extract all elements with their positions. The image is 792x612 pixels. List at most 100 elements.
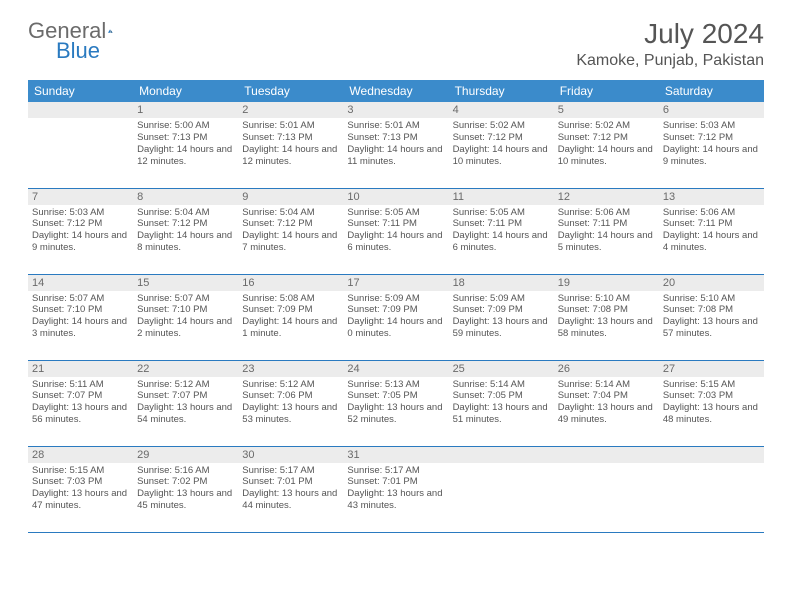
calendar-cell: 25Sunrise: 5:14 AMSunset: 7:05 PMDayligh… bbox=[449, 360, 554, 446]
calendar-cell: 24Sunrise: 5:13 AMSunset: 7:05 PMDayligh… bbox=[343, 360, 448, 446]
logo-text-right: Blue bbox=[56, 38, 100, 64]
weekday-header: SundayMondayTuesdayWednesdayThursdayFrid… bbox=[28, 80, 764, 102]
day-number: 28 bbox=[28, 447, 133, 463]
calendar-cell: 30Sunrise: 5:17 AMSunset: 7:01 PMDayligh… bbox=[238, 446, 343, 532]
day-number: 21 bbox=[28, 361, 133, 377]
calendar-cell: 2Sunrise: 5:01 AMSunset: 7:13 PMDaylight… bbox=[238, 102, 343, 188]
calendar-cell: 15Sunrise: 5:07 AMSunset: 7:10 PMDayligh… bbox=[133, 274, 238, 360]
calendar-cell: 9Sunrise: 5:04 AMSunset: 7:12 PMDaylight… bbox=[238, 188, 343, 274]
day-info: Sunrise: 5:15 AMSunset: 7:03 PMDaylight:… bbox=[28, 463, 133, 517]
day-info: Sunrise: 5:02 AMSunset: 7:12 PMDaylight:… bbox=[449, 118, 554, 172]
day-number: 11 bbox=[449, 189, 554, 205]
calendar-cell: 14Sunrise: 5:07 AMSunset: 7:10 PMDayligh… bbox=[28, 274, 133, 360]
calendar-cell: 18Sunrise: 5:09 AMSunset: 7:09 PMDayligh… bbox=[449, 274, 554, 360]
weekday-thursday: Thursday bbox=[449, 80, 554, 102]
calendar-cell: 1Sunrise: 5:00 AMSunset: 7:13 PMDaylight… bbox=[133, 102, 238, 188]
day-info: Sunrise: 5:04 AMSunset: 7:12 PMDaylight:… bbox=[133, 205, 238, 259]
calendar-cell: 28Sunrise: 5:15 AMSunset: 7:03 PMDayligh… bbox=[28, 446, 133, 532]
calendar-row: 28Sunrise: 5:15 AMSunset: 7:03 PMDayligh… bbox=[28, 446, 764, 532]
calendar-cell: 17Sunrise: 5:09 AMSunset: 7:09 PMDayligh… bbox=[343, 274, 448, 360]
day-number: 15 bbox=[133, 275, 238, 291]
day-number: 23 bbox=[238, 361, 343, 377]
calendar-row: 14Sunrise: 5:07 AMSunset: 7:10 PMDayligh… bbox=[28, 274, 764, 360]
day-info: Sunrise: 5:06 AMSunset: 7:11 PMDaylight:… bbox=[554, 205, 659, 259]
day-info: Sunrise: 5:16 AMSunset: 7:02 PMDaylight:… bbox=[133, 463, 238, 517]
day-number: 8 bbox=[133, 189, 238, 205]
calendar-cell: 3Sunrise: 5:01 AMSunset: 7:13 PMDaylight… bbox=[343, 102, 448, 188]
calendar-cell: 7Sunrise: 5:03 AMSunset: 7:12 PMDaylight… bbox=[28, 188, 133, 274]
calendar-cell: 16Sunrise: 5:08 AMSunset: 7:09 PMDayligh… bbox=[238, 274, 343, 360]
day-number-empty bbox=[449, 447, 554, 463]
calendar-cell: 8Sunrise: 5:04 AMSunset: 7:12 PMDaylight… bbox=[133, 188, 238, 274]
header: General July 2024 Kamoke, Punjab, Pakist… bbox=[28, 18, 764, 70]
calendar-cell: 10Sunrise: 5:05 AMSunset: 7:11 PMDayligh… bbox=[343, 188, 448, 274]
calendar-body: 1Sunrise: 5:00 AMSunset: 7:13 PMDaylight… bbox=[28, 102, 764, 532]
day-number: 24 bbox=[343, 361, 448, 377]
day-info: Sunrise: 5:09 AMSunset: 7:09 PMDaylight:… bbox=[449, 291, 554, 345]
day-info: Sunrise: 5:01 AMSunset: 7:13 PMDaylight:… bbox=[238, 118, 343, 172]
day-info: Sunrise: 5:03 AMSunset: 7:12 PMDaylight:… bbox=[28, 205, 133, 259]
day-number: 19 bbox=[554, 275, 659, 291]
day-info: Sunrise: 5:00 AMSunset: 7:13 PMDaylight:… bbox=[133, 118, 238, 172]
day-info: Sunrise: 5:08 AMSunset: 7:09 PMDaylight:… bbox=[238, 291, 343, 345]
day-number: 7 bbox=[28, 189, 133, 205]
day-info: Sunrise: 5:17 AMSunset: 7:01 PMDaylight:… bbox=[238, 463, 343, 517]
day-number: 17 bbox=[343, 275, 448, 291]
day-number: 30 bbox=[238, 447, 343, 463]
calendar-cell bbox=[659, 446, 764, 532]
day-info: Sunrise: 5:14 AMSunset: 7:04 PMDaylight:… bbox=[554, 377, 659, 431]
day-info: Sunrise: 5:12 AMSunset: 7:06 PMDaylight:… bbox=[238, 377, 343, 431]
title-block: July 2024 Kamoke, Punjab, Pakistan bbox=[576, 18, 764, 70]
day-number: 27 bbox=[659, 361, 764, 377]
day-number: 1 bbox=[133, 102, 238, 118]
calendar-row: 7Sunrise: 5:03 AMSunset: 7:12 PMDaylight… bbox=[28, 188, 764, 274]
day-number: 4 bbox=[449, 102, 554, 118]
day-number: 22 bbox=[133, 361, 238, 377]
calendar-cell: 11Sunrise: 5:05 AMSunset: 7:11 PMDayligh… bbox=[449, 188, 554, 274]
calendar-cell: 22Sunrise: 5:12 AMSunset: 7:07 PMDayligh… bbox=[133, 360, 238, 446]
day-info: Sunrise: 5:11 AMSunset: 7:07 PMDaylight:… bbox=[28, 377, 133, 431]
day-number: 18 bbox=[449, 275, 554, 291]
calendar-row: 1Sunrise: 5:00 AMSunset: 7:13 PMDaylight… bbox=[28, 102, 764, 188]
day-info: Sunrise: 5:12 AMSunset: 7:07 PMDaylight:… bbox=[133, 377, 238, 431]
calendar-cell: 29Sunrise: 5:16 AMSunset: 7:02 PMDayligh… bbox=[133, 446, 238, 532]
day-info: Sunrise: 5:06 AMSunset: 7:11 PMDaylight:… bbox=[659, 205, 764, 259]
day-number: 5 bbox=[554, 102, 659, 118]
day-number: 29 bbox=[133, 447, 238, 463]
calendar-cell: 6Sunrise: 5:03 AMSunset: 7:12 PMDaylight… bbox=[659, 102, 764, 188]
calendar-cell: 21Sunrise: 5:11 AMSunset: 7:07 PMDayligh… bbox=[28, 360, 133, 446]
weekday-monday: Monday bbox=[133, 80, 238, 102]
day-info: Sunrise: 5:03 AMSunset: 7:12 PMDaylight:… bbox=[659, 118, 764, 172]
day-number: 25 bbox=[449, 361, 554, 377]
day-info: Sunrise: 5:01 AMSunset: 7:13 PMDaylight:… bbox=[343, 118, 448, 172]
calendar-cell: 31Sunrise: 5:17 AMSunset: 7:01 PMDayligh… bbox=[343, 446, 448, 532]
day-info: Sunrise: 5:10 AMSunset: 7:08 PMDaylight:… bbox=[554, 291, 659, 345]
day-info: Sunrise: 5:15 AMSunset: 7:03 PMDaylight:… bbox=[659, 377, 764, 431]
day-number: 9 bbox=[238, 189, 343, 205]
calendar-cell: 12Sunrise: 5:06 AMSunset: 7:11 PMDayligh… bbox=[554, 188, 659, 274]
day-number: 31 bbox=[343, 447, 448, 463]
calendar-cell bbox=[554, 446, 659, 532]
calendar-cell bbox=[449, 446, 554, 532]
calendar-cell: 26Sunrise: 5:14 AMSunset: 7:04 PMDayligh… bbox=[554, 360, 659, 446]
day-info: Sunrise: 5:05 AMSunset: 7:11 PMDaylight:… bbox=[449, 205, 554, 259]
day-info: Sunrise: 5:17 AMSunset: 7:01 PMDaylight:… bbox=[343, 463, 448, 517]
day-number: 20 bbox=[659, 275, 764, 291]
day-number: 2 bbox=[238, 102, 343, 118]
weekday-wednesday: Wednesday bbox=[343, 80, 448, 102]
day-number-empty bbox=[659, 447, 764, 463]
weekday-saturday: Saturday bbox=[659, 80, 764, 102]
day-info: Sunrise: 5:05 AMSunset: 7:11 PMDaylight:… bbox=[343, 205, 448, 259]
calendar-cell: 27Sunrise: 5:15 AMSunset: 7:03 PMDayligh… bbox=[659, 360, 764, 446]
day-number: 26 bbox=[554, 361, 659, 377]
day-info: Sunrise: 5:14 AMSunset: 7:05 PMDaylight:… bbox=[449, 377, 554, 431]
day-number: 6 bbox=[659, 102, 764, 118]
calendar-table: SundayMondayTuesdayWednesdayThursdayFrid… bbox=[28, 80, 764, 533]
weekday-tuesday: Tuesday bbox=[238, 80, 343, 102]
location: Kamoke, Punjab, Pakistan bbox=[576, 52, 764, 70]
weekday-friday: Friday bbox=[554, 80, 659, 102]
month-title: July 2024 bbox=[576, 18, 764, 50]
day-number: 3 bbox=[343, 102, 448, 118]
day-number: 12 bbox=[554, 189, 659, 205]
calendar-cell: 13Sunrise: 5:06 AMSunset: 7:11 PMDayligh… bbox=[659, 188, 764, 274]
